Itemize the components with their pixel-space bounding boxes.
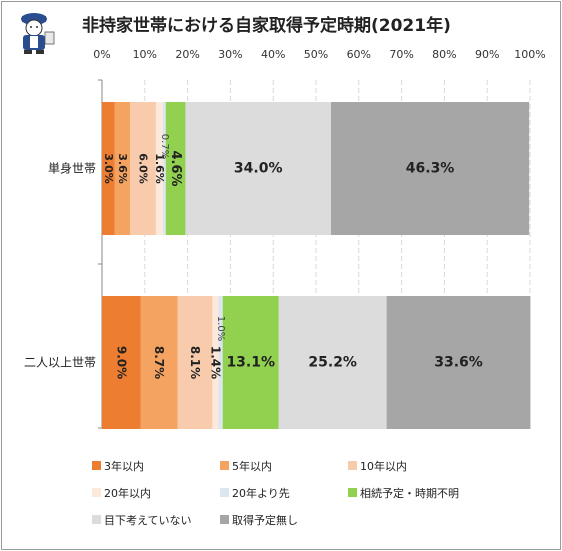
legend-swatch bbox=[348, 461, 357, 470]
data-label: 4.6% bbox=[168, 150, 183, 186]
data-label: 13.1% bbox=[226, 355, 275, 371]
legend-label: 取得予定無し bbox=[232, 513, 298, 527]
data-label: 25.2% bbox=[308, 355, 357, 371]
bar-segment bbox=[140, 296, 178, 429]
legend-swatch bbox=[220, 461, 229, 470]
x-tick-label: 50% bbox=[304, 48, 328, 61]
legend-label: 相続予定・時期不明 bbox=[360, 486, 459, 500]
legend-swatch bbox=[92, 488, 101, 497]
bar-segment bbox=[114, 102, 131, 235]
x-tick-label: 40% bbox=[261, 48, 285, 61]
bar-segment bbox=[330, 102, 530, 235]
mascot-logo bbox=[21, 13, 55, 54]
x-tick-label: 10% bbox=[133, 48, 157, 61]
x-tick-label: 90% bbox=[475, 48, 499, 61]
data-label: 1.0% bbox=[215, 316, 226, 341]
legend-label: 3年以内 bbox=[104, 459, 144, 473]
x-tick-label: 80% bbox=[432, 48, 456, 61]
x-tick-label: 20% bbox=[175, 48, 199, 61]
data-label: 8.7% bbox=[152, 346, 166, 379]
bar-segment bbox=[102, 102, 115, 235]
data-label: 1.4% bbox=[208, 346, 222, 379]
x-tick-label: 70% bbox=[389, 48, 413, 61]
data-label: 3.6% bbox=[116, 153, 129, 184]
bar-segment bbox=[155, 102, 163, 235]
category-label: 二人以上世帯 bbox=[24, 356, 96, 370]
data-label: 8.1% bbox=[188, 346, 202, 379]
x-tick-label: 100% bbox=[514, 48, 545, 61]
data-label: 33.6% bbox=[434, 355, 483, 371]
data-label: 3.0% bbox=[102, 153, 115, 184]
data-label: 46.3% bbox=[406, 161, 455, 177]
chart-title: 非持家世帯における自家取得予定時期(2021年) bbox=[82, 16, 451, 36]
bar-segment bbox=[212, 296, 219, 429]
bar-segment bbox=[278, 296, 387, 429]
bar-segment bbox=[185, 102, 331, 235]
legend-swatch bbox=[220, 488, 229, 497]
bar-segment bbox=[177, 296, 213, 429]
x-tick-label: 30% bbox=[218, 48, 242, 61]
legend-swatch bbox=[348, 488, 357, 497]
legend-swatch bbox=[92, 461, 101, 470]
bar-segment bbox=[218, 296, 223, 429]
x-tick-label: 0% bbox=[93, 48, 110, 61]
bar-segment bbox=[162, 102, 166, 235]
legend-label: 目下考えていない bbox=[104, 514, 191, 527]
data-label: 0.7% bbox=[159, 134, 170, 159]
legend-label: 10年以内 bbox=[360, 459, 407, 473]
legend-label: 20年以内 bbox=[104, 486, 151, 500]
bar-segment bbox=[130, 102, 156, 235]
data-label: 1.6% bbox=[153, 153, 166, 184]
data-label: 34.0% bbox=[234, 161, 283, 177]
bar-segment bbox=[222, 296, 279, 429]
x-tick-label: 60% bbox=[347, 48, 371, 61]
category-label: 単身世帯 bbox=[48, 161, 96, 176]
legend-label: 20年より先 bbox=[232, 486, 290, 500]
data-label: 6.0% bbox=[137, 153, 150, 184]
bar-segment bbox=[102, 296, 141, 429]
bar-segment bbox=[386, 296, 531, 429]
legend-swatch bbox=[92, 515, 101, 524]
data-label: 9.0% bbox=[114, 346, 128, 379]
bar-segment bbox=[165, 102, 186, 235]
legend-swatch bbox=[220, 515, 229, 524]
legend-label: 5年以内 bbox=[232, 459, 272, 473]
